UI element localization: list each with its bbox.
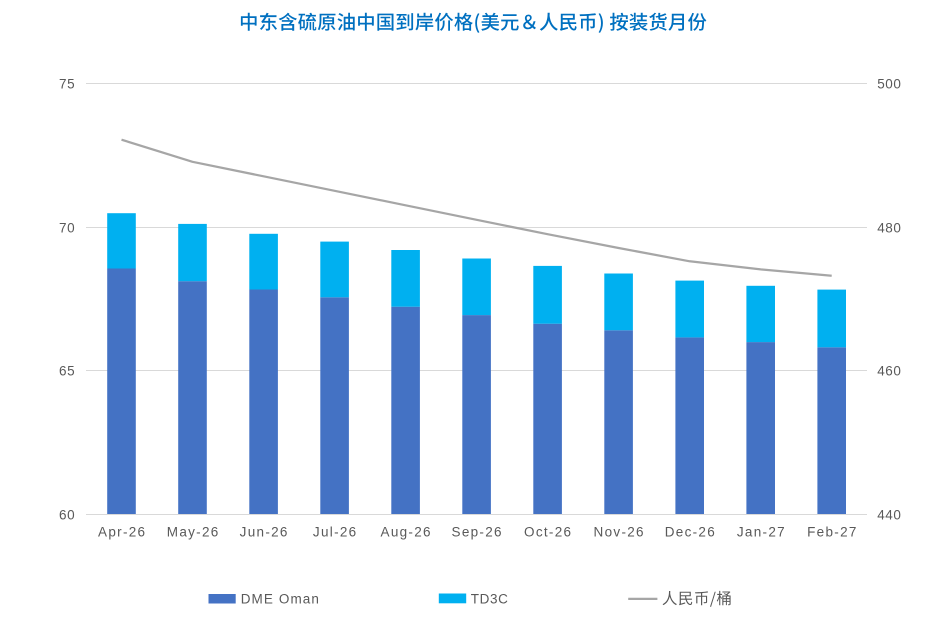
- svg-text:70: 70: [59, 220, 75, 235]
- svg-text:Nov-26: Nov-26: [594, 525, 645, 540]
- svg-text:460: 460: [877, 363, 901, 378]
- svg-text:Feb-27: Feb-27: [807, 525, 858, 540]
- svg-text:Oct-26: Oct-26: [524, 525, 572, 540]
- svg-text:60: 60: [59, 507, 75, 522]
- svg-text:75: 75: [59, 76, 75, 91]
- svg-text:Jan-27: Jan-27: [737, 525, 786, 540]
- svg-text:TD3C: TD3C: [471, 592, 509, 607]
- svg-text:65: 65: [59, 363, 75, 378]
- svg-text:Jun-26: Jun-26: [240, 525, 289, 540]
- svg-text:Aug-26: Aug-26: [381, 525, 432, 540]
- svg-text:Dec-26: Dec-26: [665, 525, 716, 540]
- svg-text:440: 440: [877, 507, 901, 522]
- svg-text:500: 500: [877, 76, 901, 91]
- svg-text:480: 480: [877, 220, 901, 235]
- svg-text:May-26: May-26: [167, 525, 220, 540]
- svg-text:Apr-26: Apr-26: [98, 525, 146, 540]
- svg-text:Sep-26: Sep-26: [452, 525, 503, 540]
- svg-text:Jul-26: Jul-26: [313, 525, 358, 540]
- svg-text:DME Oman: DME Oman: [241, 592, 320, 607]
